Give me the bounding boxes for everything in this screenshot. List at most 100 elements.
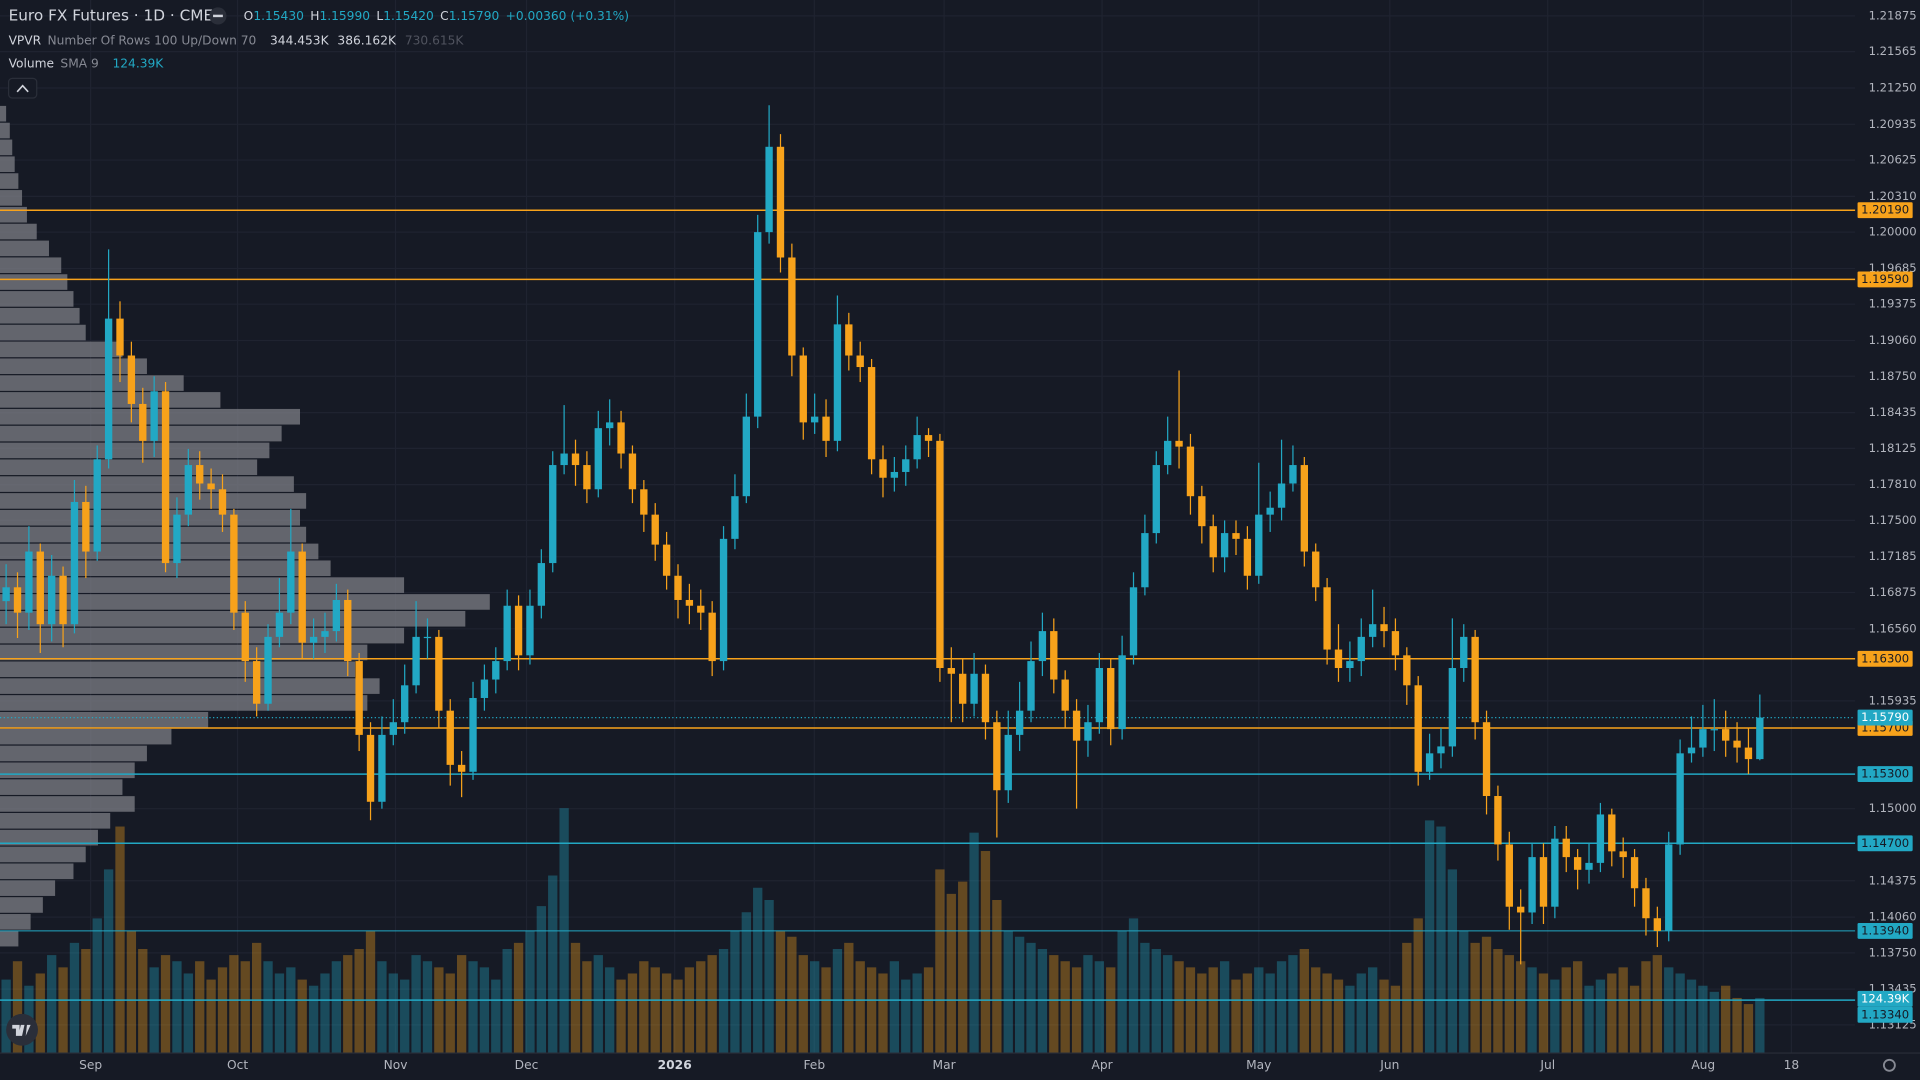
candle-body: [1277, 483, 1286, 508]
candle-body: [1186, 446, 1195, 497]
x-tick-label: Sep: [79, 1058, 102, 1072]
candle-body: [662, 544, 671, 576]
candle-body: [867, 367, 876, 460]
vpvr-row: [0, 375, 184, 391]
volume-bar: [1151, 948, 1161, 1054]
volume-bar: [1721, 985, 1731, 1054]
levels: [0, 209, 1856, 1001]
candle-body: [1448, 668, 1457, 747]
volume-bar: [263, 961, 273, 1054]
volume-bar: [1083, 955, 1093, 1054]
vpvr-row: [0, 796, 135, 812]
grid: [0, 0, 1856, 1054]
collapse-icon: [16, 84, 29, 93]
volume-bar: [1709, 991, 1719, 1054]
x-tick-label: Nov: [384, 1058, 408, 1072]
y-tick-label: 1.17810: [1869, 477, 1917, 491]
volume-bar: [1379, 979, 1389, 1054]
volume-bar: [126, 930, 137, 1054]
vpvr-row: [0, 627, 405, 644]
candle-body: [93, 459, 101, 552]
volume-bar: [1447, 869, 1458, 1054]
volume-bar: [1698, 985, 1708, 1054]
candle-body: [378, 734, 386, 802]
vpvr-row: [0, 341, 123, 358]
candle-body: [606, 422, 614, 429]
indicator-settings: SMA 9: [60, 56, 98, 70]
volume-bar: [1368, 967, 1378, 1054]
y-tick-label: 1.21875: [1869, 8, 1917, 22]
volume-bar: [1208, 967, 1218, 1054]
volume-bar: [240, 961, 250, 1054]
volume-bar: [1106, 967, 1116, 1054]
candle-body: [1380, 624, 1388, 632]
candle-body: [1596, 814, 1605, 863]
vpvr-total: 730.615K: [405, 33, 465, 47]
volume-bar: [935, 869, 945, 1054]
candle-body: [1460, 636, 1468, 669]
vpvr-row: [0, 610, 466, 627]
volume-bar: [605, 967, 615, 1054]
candle-body: [1562, 838, 1570, 858]
candle-body: [321, 631, 329, 637]
collapse-button[interactable]: [7, 77, 38, 99]
y-tick-label: 1.18750: [1869, 369, 1917, 383]
volume-bar: [673, 979, 683, 1054]
candle-body: [890, 471, 899, 478]
candle-body: [1699, 729, 1707, 748]
ohlc-legend: O1.15430 H1.15990 L1.15420 C1.15790 +0.0…: [244, 8, 629, 22]
candle-body: [48, 575, 56, 625]
candle-body: [150, 391, 158, 441]
candle-body: [1061, 679, 1069, 711]
candle-body: [731, 496, 739, 539]
candle-body: [1323, 587, 1331, 650]
volume-bar: [160, 955, 171, 1054]
volume-bar: [707, 955, 717, 1054]
candle-body: [959, 673, 967, 704]
candle-body: [1312, 551, 1320, 588]
volume-bar: [297, 979, 307, 1054]
candle-body: [549, 465, 557, 564]
vpvr-legend: VPVR Number Of Rows 100 Up/Down 70 344.4…: [9, 33, 465, 47]
candle-body: [70, 501, 79, 625]
vpvr-row: [0, 829, 98, 846]
volume-bar: [878, 973, 888, 1054]
indicator-name: VPVR: [9, 33, 42, 47]
candle-body: [1141, 533, 1149, 588]
volume-bar: [1538, 973, 1549, 1054]
candle-body: [754, 232, 762, 417]
candle-body: [1164, 440, 1172, 466]
volume-bar: [1424, 820, 1435, 1054]
volume-bar: [445, 973, 455, 1054]
price-labels: 1.201901.195901.163001.157001.153001.147…: [1857, 202, 1913, 1023]
volume-bar: [1117, 930, 1127, 1054]
candle-body: [492, 661, 500, 680]
volume-bar: [1675, 973, 1685, 1054]
volume-bar: [217, 967, 228, 1054]
volume-bar: [1516, 961, 1526, 1054]
volume-bar: [650, 967, 660, 1054]
volume-bar: [1322, 973, 1332, 1054]
candle-body: [207, 483, 215, 490]
volume-bar: [422, 961, 433, 1054]
price-label: 1.15790: [1861, 710, 1909, 724]
settings-button[interactable]: [1882, 1058, 1896, 1072]
volume-bar: [866, 967, 877, 1054]
price-label-box: [1857, 766, 1913, 783]
volume-bar: [1686, 979, 1697, 1054]
volume-bar: [616, 979, 626, 1054]
candle-body: [309, 636, 318, 643]
volume-bar: [229, 955, 239, 1054]
candle-body: [298, 551, 306, 643]
candle-body: [1665, 844, 1673, 931]
candle-body: [514, 605, 523, 656]
ohlc-value: 1.15430: [253, 8, 304, 22]
volume-bar: [513, 942, 524, 1054]
candle-body: [127, 355, 136, 404]
volume-bar: [810, 961, 820, 1054]
volume-bar: [1561, 967, 1571, 1054]
x-tick-label: 2026: [658, 1058, 692, 1072]
price-label-box: [1857, 271, 1913, 288]
candle-body: [264, 636, 272, 704]
